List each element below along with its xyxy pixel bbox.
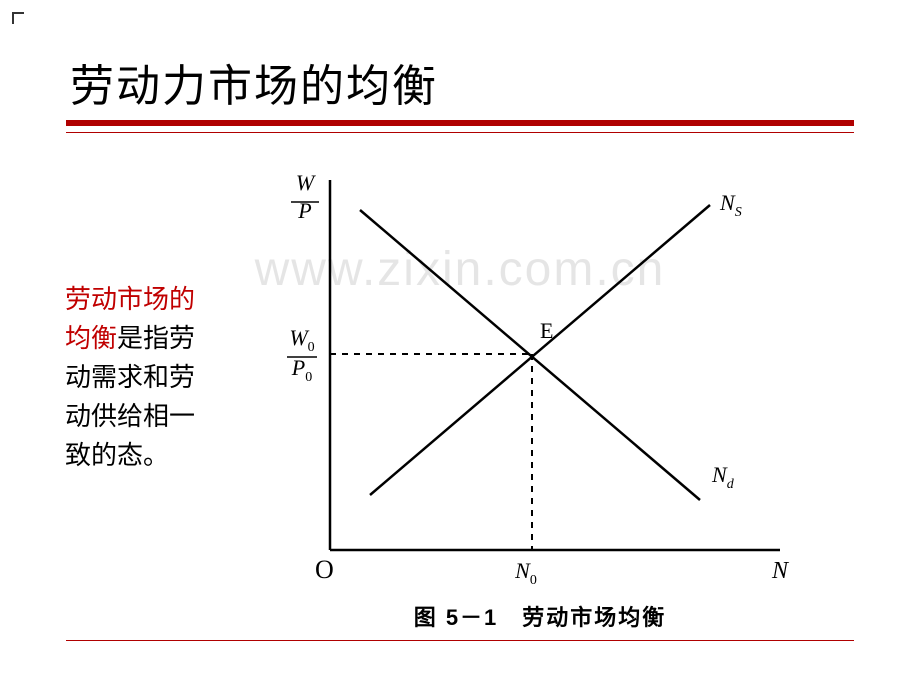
svg-text:Nd: Nd [711,462,735,492]
svg-text:P: P [297,198,311,223]
title-rule-thin [66,132,854,133]
title-rule-thick [66,120,854,126]
equilibrium-chart: WP W0P0 O N N0 E NS Nd [260,170,820,600]
svg-text:P0: P0 [291,355,312,385]
svg-text:N: N [771,558,790,584]
svg-text:W: W [296,170,316,195]
page-title: 劳动力市场的均衡 [70,50,850,114]
corner-decoration [12,12,24,24]
slide: 劳动力市场的均衡 www.zixin.com.cn 劳动市场的均衡是指劳动需求和… [0,0,920,690]
svg-text:NS: NS [719,190,742,220]
svg-text:O: O [315,555,334,584]
chart-caption: 图 5－1 劳动市场均衡 [260,600,820,632]
chart-svg: WP W0P0 O N N0 E NS Nd [260,170,820,600]
side-explanation: 劳动市场的均衡是指劳动需求和劳动供给相一致的态。 [65,280,215,475]
footer-rule [66,640,854,641]
svg-text:W0: W0 [289,325,314,355]
title-block: 劳动力市场的均衡 [70,50,850,114]
svg-text:E: E [540,318,553,343]
svg-text:N0: N0 [514,558,537,588]
